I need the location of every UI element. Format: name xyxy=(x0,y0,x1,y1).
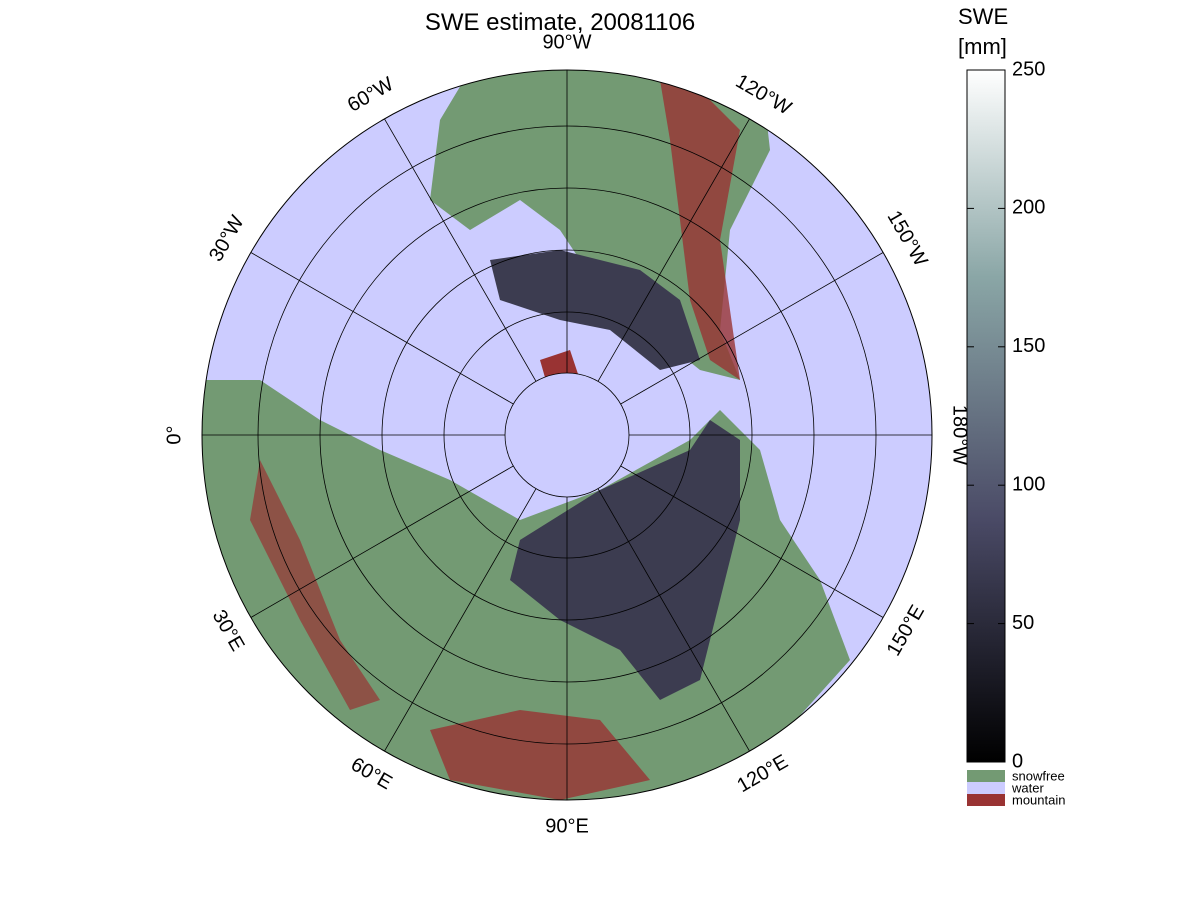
meridian xyxy=(620,465,884,618)
meridian xyxy=(250,252,514,405)
longitude-label: 150°E xyxy=(883,601,929,659)
meridian xyxy=(250,465,514,618)
colorbar-tick-label: 200 xyxy=(1012,197,1045,219)
snow-cover-eurasia xyxy=(510,420,740,700)
colorbar-tick-label: 250 xyxy=(1012,58,1045,80)
colorbar-tick-label: 100 xyxy=(1012,473,1045,495)
pole-hole xyxy=(505,373,629,497)
title: SWE estimate, 20081106 xyxy=(425,9,695,36)
longitude-label: 0° xyxy=(163,425,185,444)
legend-label: mountain xyxy=(1012,792,1065,807)
longitude-label: 60°W xyxy=(344,73,398,117)
longitude-label: 180°W xyxy=(949,405,971,465)
colorbar-tick-label: 50 xyxy=(1012,612,1034,634)
snow-cover-north-america xyxy=(490,250,700,370)
mountain-europe xyxy=(250,460,380,710)
legend-swatch xyxy=(967,794,1005,806)
legend-label: snowfree xyxy=(1012,768,1065,783)
longitude-label: 120°W xyxy=(732,70,795,119)
colorbar-tick-label: 150 xyxy=(1012,335,1045,357)
colorbar-unit: [mm] xyxy=(958,34,1007,59)
legend-swatch xyxy=(967,770,1005,782)
longitude-label: 90°W xyxy=(542,31,591,53)
meridian xyxy=(384,488,537,752)
meridian xyxy=(384,118,537,382)
longitude-label: 150°W xyxy=(883,207,932,270)
legend-swatch xyxy=(967,782,1005,794)
meridians xyxy=(202,70,932,800)
colorbar-tick-label: 0 xyxy=(1012,750,1023,772)
map-disk xyxy=(202,70,932,800)
longitude-label: 30°E xyxy=(208,606,249,655)
mountain-asia xyxy=(430,710,650,800)
longitude-label: 30°W xyxy=(205,212,249,266)
map-border xyxy=(201,69,933,801)
colorbar xyxy=(966,69,1006,763)
longitude-label: 90°E xyxy=(545,815,589,837)
colorbar-ticks: 0 50 100 150 200 250 xyxy=(967,58,1045,772)
colorbar-label: SWE xyxy=(958,4,1008,29)
legend-label: water xyxy=(1011,780,1044,795)
longitude-label: 60°E xyxy=(347,753,396,794)
meridian xyxy=(597,488,750,752)
mountain-rockies xyxy=(660,80,740,380)
meridian xyxy=(597,118,750,382)
longitude-label: 120°E xyxy=(733,751,791,797)
meridian xyxy=(620,252,884,405)
